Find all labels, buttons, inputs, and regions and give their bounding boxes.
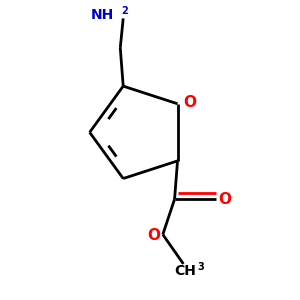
Text: O: O <box>183 95 196 110</box>
Text: CH: CH <box>174 264 196 278</box>
Text: O: O <box>147 229 160 244</box>
Text: O: O <box>219 192 232 207</box>
Text: NH: NH <box>91 8 114 22</box>
Text: 2: 2 <box>121 6 128 16</box>
Text: 3: 3 <box>198 262 205 272</box>
